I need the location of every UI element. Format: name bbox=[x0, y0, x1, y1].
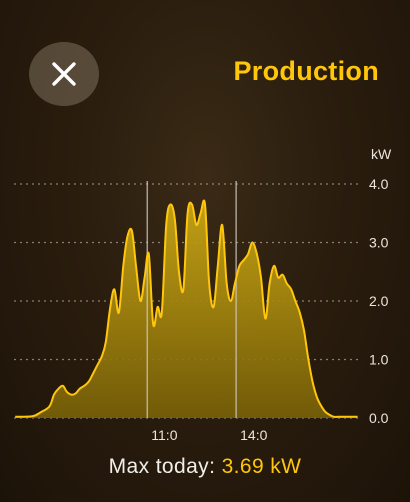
max-today-summary: Max today: 3.69 kW bbox=[0, 455, 410, 479]
y-tick-label: 2.0 bbox=[369, 293, 389, 309]
y-tick-label: 4.0 bbox=[369, 176, 389, 192]
max-today-value: 3.69 kW bbox=[221, 455, 302, 478]
y-axis-unit-label: kW bbox=[371, 146, 392, 162]
y-tick-label: 3.0 bbox=[369, 235, 389, 251]
close-button[interactable] bbox=[29, 42, 99, 106]
y-tick-label: 0.0 bbox=[369, 410, 389, 426]
x-tick-label: 14:0 bbox=[240, 427, 267, 443]
y-tick-label: 1.0 bbox=[369, 352, 389, 368]
page-title: Production bbox=[233, 56, 379, 86]
max-today-label: Max today: bbox=[108, 455, 216, 478]
production-area bbox=[15, 200, 358, 418]
close-x-icon bbox=[52, 62, 76, 86]
x-tick-label: 11:0 bbox=[151, 427, 177, 443]
production-line bbox=[15, 199, 358, 418]
